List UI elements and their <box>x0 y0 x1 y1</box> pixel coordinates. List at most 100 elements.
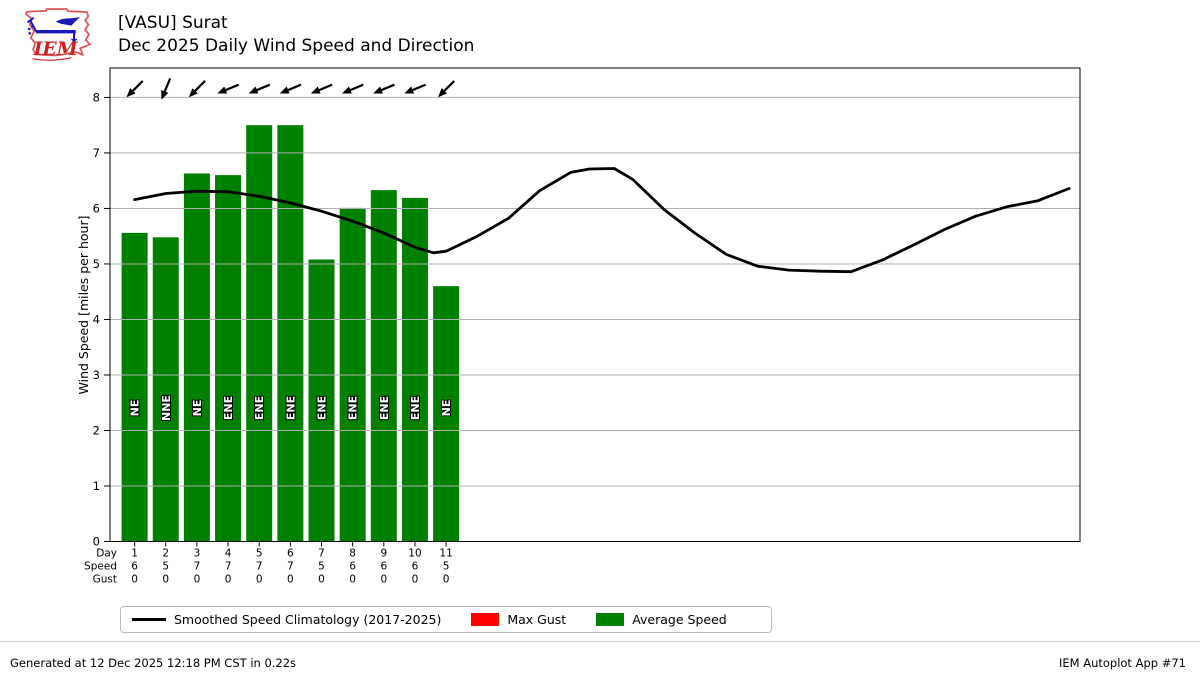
xtick-day-8: 8 <box>349 548 356 560</box>
legend-label-climatology: Smoothed Speed Climatology (2017-2025) <box>174 612 442 627</box>
xtick-speed-1: 6 <box>131 561 138 573</box>
xtick-day-1: 1 <box>131 548 138 560</box>
wind-arrow-head-8 <box>342 86 352 94</box>
xtick-gust-9: 0 <box>380 574 387 586</box>
plot-title: Dec 2025 Daily Wind Speed and Direction <box>118 36 475 56</box>
xtick-gust-1: 0 <box>131 574 138 586</box>
ytick-label-5: 5 <box>93 257 100 271</box>
row-label-gust: Gust <box>93 574 117 586</box>
logo-text: IEM <box>33 38 79 60</box>
plot-border <box>109 67 1081 542</box>
xtick-gust-10: 0 <box>412 574 419 586</box>
ytick-label-2: 2 <box>93 423 100 437</box>
legend-label-max-gust: Max Gust <box>507 612 567 627</box>
direction-label-6: ENE <box>284 396 297 420</box>
bar-day-11 <box>433 286 460 542</box>
bar-day-5 <box>246 125 273 542</box>
direction-label-1: NE <box>129 400 142 417</box>
wind-arrow-head-7 <box>310 86 321 94</box>
xtick-day-10: 10 <box>408 548 421 560</box>
xtick-day-3: 3 <box>194 548 201 560</box>
climatology-line <box>133 167 1071 274</box>
xtick-gust-3: 0 <box>194 574 201 586</box>
xtick-day-6: 6 <box>287 548 294 560</box>
bar-day-7 <box>308 259 335 542</box>
legend-item-climatology: Smoothed Speed Climatology (2017-2025) <box>132 612 441 627</box>
direction-label-7: ENE <box>316 396 329 420</box>
bar-day-2 <box>152 237 179 542</box>
wind-arrow-head-9 <box>373 86 383 94</box>
xtick-speed-7: 5 <box>318 561 325 573</box>
wind-arrow-head-2 <box>161 89 169 100</box>
wind-arrow-head-11 <box>437 88 448 98</box>
ytick-label-8: 8 <box>93 90 100 104</box>
xtick-speed-5: 7 <box>256 561 263 573</box>
xtick-gust-2: 0 <box>162 574 169 586</box>
xtick-day-5: 5 <box>256 548 263 560</box>
row-label-day: Day <box>96 548 117 560</box>
ytick-label-3: 3 <box>93 368 100 382</box>
xtick-speed-6: 7 <box>287 561 294 573</box>
weather-vane-icon <box>26 16 81 43</box>
xtick-gust-7: 0 <box>318 574 325 586</box>
direction-label-10: ENE <box>409 396 422 420</box>
xtick-day-7: 7 <box>318 548 325 560</box>
xtick-speed-8: 6 <box>349 561 356 573</box>
bar-day-10 <box>401 197 428 542</box>
ytick-label-1: 1 <box>93 479 100 493</box>
footer-divider <box>0 641 1200 642</box>
xtick-gust-4: 0 <box>225 574 232 586</box>
xtick-speed-10: 6 <box>412 561 419 573</box>
xtick-gust-5: 0 <box>256 574 263 586</box>
legend-label-average-speed: Average Speed <box>632 612 727 627</box>
bar-day-1 <box>121 232 148 542</box>
wind-arrow-head-4 <box>217 86 228 94</box>
xtick-day-11: 11 <box>439 548 452 560</box>
row-label-speed: Speed <box>84 561 117 573</box>
generated-timestamp: Generated at 12 Dec 2025 12:18 PM CST in… <box>10 656 297 670</box>
xtick-speed-2: 5 <box>162 561 169 573</box>
y-axis-label: Wind Speed [miles per hour] <box>76 216 91 395</box>
xtick-gust-11: 0 <box>443 574 450 586</box>
ytick-label-6: 6 <box>93 201 100 215</box>
xtick-day-2: 2 <box>162 548 169 560</box>
ytick-label-0: 0 <box>93 535 100 549</box>
xtick-day-4: 4 <box>225 548 232 560</box>
direction-label-3: NE <box>191 400 204 417</box>
xtick-speed-4: 7 <box>225 561 232 573</box>
bar-day-4 <box>215 175 242 542</box>
bar-day-6 <box>277 125 304 542</box>
wind-arrow-head-6 <box>279 86 290 94</box>
app-credit: IEM Autoplot App #71 <box>1058 656 1186 670</box>
bar-day-3 <box>183 173 210 542</box>
legend-item-average-speed: Average Speed <box>596 612 727 627</box>
chart-title: [VASU] Surat Dec 2025 Daily Wind Speed a… <box>118 12 474 58</box>
bar-day-9 <box>370 190 397 542</box>
xtick-gust-8: 0 <box>349 574 356 586</box>
xtick-speed-11: 5 <box>443 561 450 573</box>
xtick-gust-6: 0 <box>287 574 294 586</box>
xtick-speed-3: 7 <box>194 561 201 573</box>
ytick-label-4: 4 <box>93 312 100 326</box>
average-speed-swatch-icon <box>596 613 625 626</box>
direction-label-9: ENE <box>378 396 391 420</box>
direction-label-2: NNE <box>160 395 173 421</box>
legend-item-max-gust: Max Gust <box>471 612 566 627</box>
station-title: [VASU] Surat <box>118 13 228 33</box>
xtick-speed-9: 6 <box>380 561 387 573</box>
direction-label-5: ENE <box>253 396 266 420</box>
climatology-line-swatch-icon <box>132 618 166 621</box>
wind-arrow-head-5 <box>248 86 259 94</box>
max-gust-swatch-icon <box>471 613 500 626</box>
direction-label-11: NE <box>440 400 453 417</box>
legend: Smoothed Speed Climatology (2017-2025) M… <box>120 606 772 633</box>
wind-arrow-head-1 <box>126 88 136 98</box>
xtick-day-9: 9 <box>380 548 387 560</box>
ytick-label-7: 7 <box>93 146 100 160</box>
direction-label-8: ENE <box>347 396 360 420</box>
direction-label-4: ENE <box>222 396 235 420</box>
wind-arrow-head-10 <box>404 86 415 94</box>
wind-arrow-head-3 <box>188 88 198 98</box>
